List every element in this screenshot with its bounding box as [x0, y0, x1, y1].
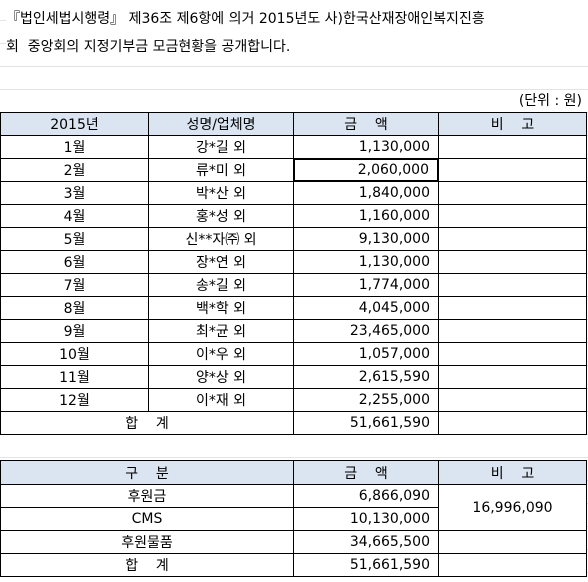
month-cell: 4월	[0, 204, 149, 228]
name-cell: 이*재 외	[148, 388, 294, 412]
header-cell: 금 액	[293, 112, 439, 136]
intro-line: 『법인세법시행령』 제36조 제6항에 의거 2015년도 사)한국산재장애인복…	[6, 8, 588, 28]
name-cell: 류*미 외	[148, 158, 294, 182]
note-cell	[438, 319, 587, 343]
total-label: 합 계	[0, 553, 294, 577]
month-cell: 2월	[0, 158, 149, 182]
intro-line: 회 중앙회의 지정기부금 모금현황을 공개합니다.	[6, 36, 588, 56]
note-cell	[438, 181, 587, 205]
month-cell: 6월	[0, 250, 149, 274]
amount-cell: 1,160,000	[293, 204, 439, 228]
month-cell: 9월	[0, 319, 149, 343]
month-cell: 8월	[0, 296, 149, 320]
name-cell: 송*길 외	[148, 273, 294, 297]
amount-cell: 2,060,000	[293, 158, 439, 182]
total-amount: 51,661,590	[293, 411, 439, 435]
amount-cell: 10,130,000	[293, 507, 439, 531]
total-amount: 51,661,590	[293, 553, 439, 577]
amount-cell: 9,130,000	[293, 227, 439, 251]
note-cell	[438, 250, 587, 274]
note-cell	[438, 227, 587, 251]
name-cell: 강*길 외	[148, 135, 294, 159]
amount-cell: 4,045,000	[293, 296, 439, 320]
name-cell: 백*학 외	[148, 296, 294, 320]
name-cell: 이*우 외	[148, 342, 294, 366]
name-cell: 최*균 외	[148, 319, 294, 343]
note-cell	[438, 365, 587, 389]
note-cell	[438, 530, 587, 554]
month-cell: 3월	[0, 181, 149, 205]
note-cell	[438, 388, 587, 412]
note-cell	[438, 553, 587, 577]
amount-cell: 1,840,000	[293, 181, 439, 205]
category-cell: 후원금	[0, 484, 294, 508]
month-cell: 5월	[0, 227, 149, 251]
note-cell	[438, 342, 587, 366]
header-cell: 성명/업체명	[148, 112, 294, 136]
amount-cell: 6,866,090	[293, 484, 439, 508]
name-cell: 홍*성 외	[148, 204, 294, 228]
name-cell: 양*상 외	[148, 365, 294, 389]
note-cell: 16,996,090	[438, 484, 587, 531]
header-cell: 구 분	[0, 460, 294, 485]
amount-cell: 2,255,000	[293, 388, 439, 412]
amount-cell: 34,665,500	[293, 530, 439, 554]
total-label: 합 계	[0, 411, 294, 435]
amount-cell: 1,130,000	[293, 250, 439, 274]
category-cell: 후원물품	[0, 530, 294, 554]
note-cell	[438, 158, 587, 182]
header-cell: 2015년	[0, 112, 149, 136]
month-cell: 12월	[0, 388, 149, 412]
note-cell	[438, 204, 587, 228]
amount-cell: 1,130,000	[293, 135, 439, 159]
month-cell: 10월	[0, 342, 149, 366]
amount-cell: 1,057,000	[293, 342, 439, 366]
name-cell: 박*산 외	[148, 181, 294, 205]
header-cell: 금 액	[293, 460, 439, 485]
note-cell	[438, 411, 587, 435]
note-cell	[438, 296, 587, 320]
header-cell: 비 고	[438, 112, 587, 136]
amount-cell: 2,615,590	[293, 365, 439, 389]
header-cell: 비 고	[438, 460, 587, 485]
note-cell	[438, 273, 587, 297]
month-cell: 11월	[0, 365, 149, 389]
name-cell: 신**자㈜ 외	[148, 227, 294, 251]
unit-label: (단위 : 원)	[518, 90, 582, 110]
category-cell: CMS	[0, 507, 294, 531]
month-cell: 1월	[0, 135, 149, 159]
amount-cell: 1,774,000	[293, 273, 439, 297]
name-cell: 장*연 외	[148, 250, 294, 274]
month-cell: 7월	[0, 273, 149, 297]
amount-cell: 23,465,000	[293, 319, 439, 343]
note-cell	[438, 135, 587, 159]
